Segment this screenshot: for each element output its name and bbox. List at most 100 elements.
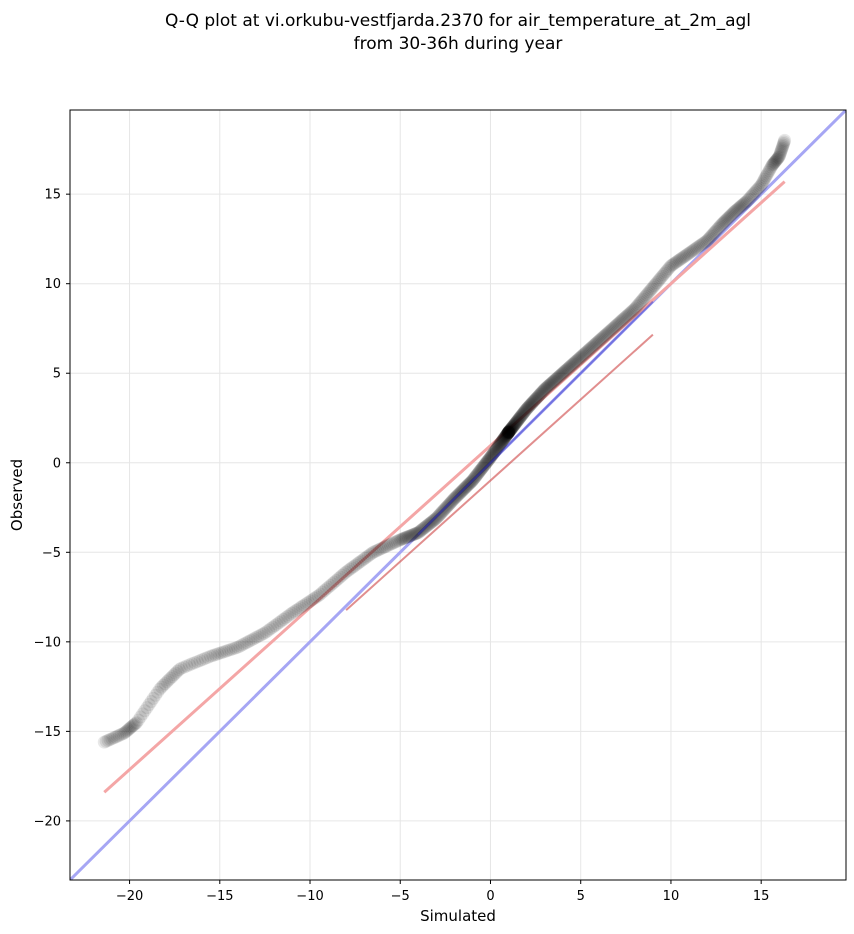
quantile-point [127, 718, 141, 732]
quantile-point [155, 680, 169, 694]
quantile-point [103, 733, 117, 746]
quantile-point [575, 349, 589, 363]
quantile-point [459, 480, 473, 494]
quantile-point [226, 642, 240, 656]
quantile-point [716, 217, 730, 230]
quantile-point [417, 521, 431, 535]
quantile-point [378, 540, 392, 554]
quantile-point [289, 604, 303, 617]
quantile-point [404, 529, 418, 543]
quantile-point [123, 722, 136, 736]
quantile-point [498, 430, 512, 444]
quantile-point [541, 379, 555, 393]
quantile-point [333, 570, 347, 584]
quantile-point [568, 355, 582, 369]
x-tick-label: −10 [296, 889, 323, 904]
quantile-point [720, 212, 734, 226]
quantile-point [638, 289, 652, 303]
quantile-point [740, 194, 754, 208]
quantile-point [530, 391, 544, 405]
quantile-point [649, 277, 663, 291]
quantile-point [327, 575, 341, 589]
quantile-point [455, 484, 469, 498]
quantile-point [709, 224, 723, 238]
quantile-point [492, 438, 506, 452]
quantile-point [582, 342, 596, 356]
quantile-point [160, 675, 174, 689]
quantile-point [682, 246, 696, 260]
quantile-point [525, 396, 539, 410]
quantile-point [309, 590, 323, 604]
quantile-point [768, 155, 782, 169]
x-tick-label: 15 [753, 889, 770, 904]
quantile-point [550, 371, 564, 385]
quantile-point [499, 429, 513, 442]
reference-lines [70, 110, 846, 880]
quantile-point [445, 494, 459, 508]
quantile-point [758, 171, 772, 185]
quantile-point [765, 158, 779, 172]
quantile-point [335, 568, 349, 582]
quantile-point [633, 295, 647, 309]
quantile-point [527, 394, 541, 408]
quantile-point [467, 471, 481, 485]
quantile-point [149, 688, 162, 702]
quantile-point [111, 729, 125, 743]
x-tick-label: −15 [206, 889, 233, 904]
quantile-point [483, 451, 497, 465]
quantile-point [231, 640, 245, 654]
quantile-point [503, 424, 517, 438]
quantile-point [539, 381, 553, 395]
quantile-point [581, 343, 595, 357]
quantile-point [439, 501, 452, 515]
quantile-point [617, 312, 630, 326]
quantile-point [457, 482, 471, 496]
quantile-point [503, 423, 517, 437]
quantile-point [116, 727, 130, 741]
quantile-point [599, 327, 613, 341]
quantile-point [246, 632, 260, 646]
quantile-point [162, 673, 176, 687]
quantile-point [158, 677, 172, 691]
quantile-point [706, 227, 720, 241]
quantile-point [692, 239, 706, 253]
quantile-point [533, 388, 547, 401]
quantile-point [545, 376, 559, 389]
quantile-point [772, 150, 786, 164]
quantile-point [279, 611, 292, 625]
quantile-point [696, 236, 710, 250]
quantile-point [398, 531, 412, 545]
quantile-point [559, 363, 573, 377]
quantile-point [481, 454, 495, 468]
quantile-point [576, 348, 590, 362]
quantile-point [712, 220, 726, 234]
quantile-point [766, 158, 780, 171]
quantile-point [380, 539, 394, 553]
quantile-point [526, 395, 540, 409]
quantile-point [501, 426, 515, 440]
quantile-point [413, 524, 427, 538]
quantile-point [695, 237, 709, 251]
quantile-point [434, 507, 448, 520]
quantile-point [476, 460, 490, 473]
quantile-point [356, 553, 370, 567]
quantile-point [620, 309, 634, 323]
quantile-point [422, 517, 436, 531]
quantile-point [654, 271, 668, 285]
quantile-point [124, 721, 138, 735]
quantile-point [418, 521, 432, 535]
quantile-point [585, 340, 599, 354]
quantile-point [553, 369, 567, 383]
quantile-point [751, 182, 765, 196]
quantile-point [518, 405, 531, 419]
quantile-point [658, 266, 672, 280]
quantile-point [754, 178, 768, 192]
quantile-point [528, 393, 542, 407]
quantile-point [570, 353, 584, 367]
quantile-point [487, 445, 501, 459]
quantile-point [504, 422, 518, 436]
x-tick-label: 0 [486, 889, 494, 904]
quantile-point [341, 564, 355, 578]
quantile-point [235, 638, 249, 652]
